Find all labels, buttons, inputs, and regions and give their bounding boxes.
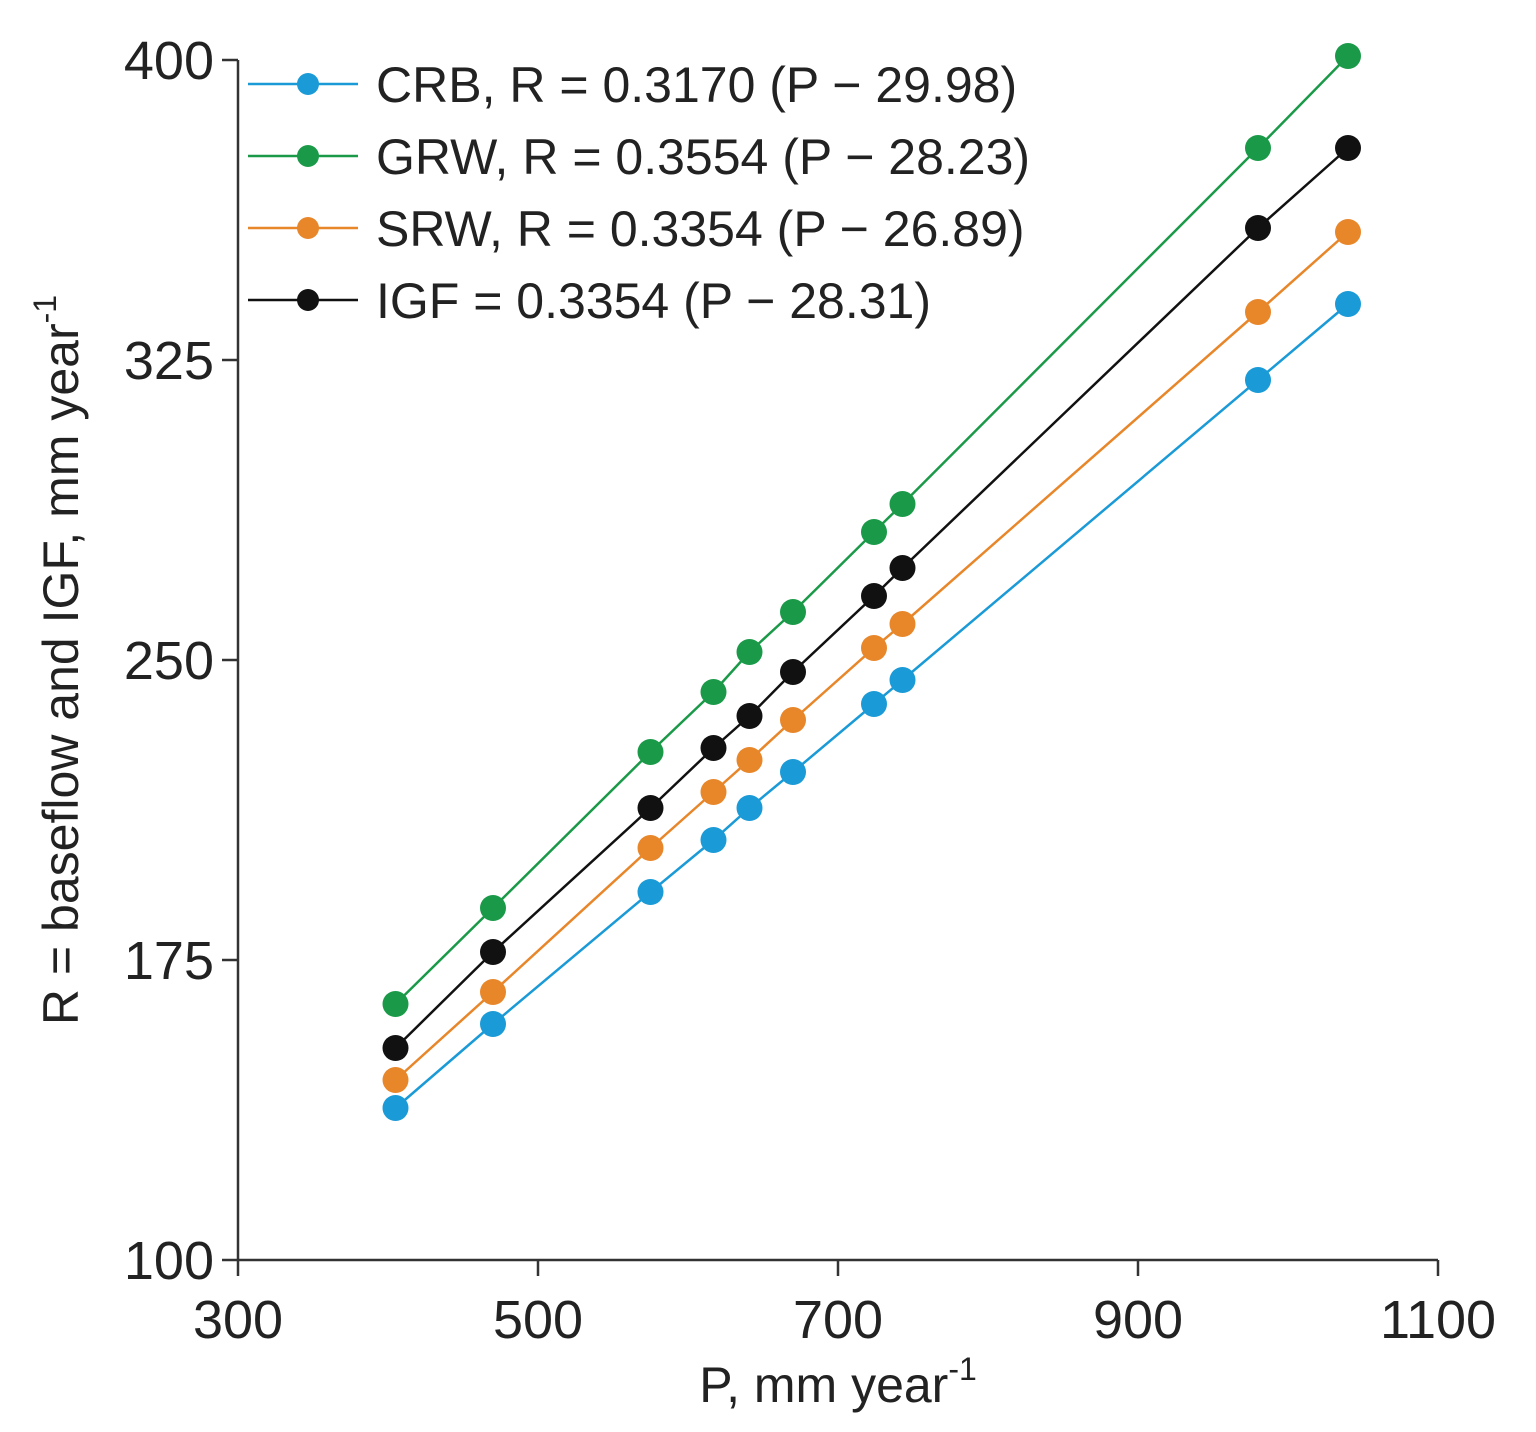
data-point-s2-3 — [700, 779, 727, 805]
data-point-s2-1 — [480, 979, 506, 1005]
y-tick-label-2: 250 — [124, 631, 214, 691]
data-point-s3-5 — [780, 659, 806, 685]
data-point-s2-4 — [736, 747, 763, 773]
legend-marker-3 — [297, 289, 319, 311]
legend-label-2: SRW, R = 0.3354 (P − 26.89) — [376, 201, 1025, 257]
series-line-2 — [394, 231, 1349, 1081]
y-axis-label-superscript: -1 — [27, 295, 63, 323]
data-point-s0-8 — [1245, 367, 1271, 393]
data-point-s2-5 — [780, 707, 806, 733]
data-point-s0-9 — [1335, 291, 1361, 317]
data-point-s1-5 — [780, 599, 806, 625]
y-tick-label-4: 400 — [124, 31, 214, 91]
data-point-s3-7 — [889, 555, 916, 581]
data-point-s0-4 — [736, 795, 763, 821]
data-point-s1-7 — [889, 491, 916, 517]
data-point-s1-4 — [736, 639, 763, 665]
data-point-s3-9 — [1335, 135, 1361, 161]
data-point-s0-0 — [382, 1095, 409, 1121]
legend-label-1: GRW, R = 0.3554 (P − 28.23) — [376, 129, 1030, 185]
y-tick-label-1: 175 — [124, 931, 214, 991]
data-point-s2-2 — [637, 835, 664, 861]
data-point-s1-1 — [480, 895, 506, 921]
legend-label-3: IGF = 0.3354 (P − 28.31) — [376, 273, 931, 329]
x-tick-label-2: 700 — [793, 1290, 883, 1350]
y-tick-label-3: 325 — [124, 331, 214, 391]
y-axis-label-text: R = baseflow and IGF, mm year — [33, 323, 89, 1025]
data-point-s1-6 — [861, 519, 887, 545]
data-point-s2-7 — [889, 611, 916, 637]
x-tick-label-1: 500 — [493, 1290, 583, 1350]
data-point-s3-0 — [382, 1035, 409, 1061]
x-axis-label-text: P, mm year — [699, 1357, 948, 1413]
data-point-s3-6 — [861, 583, 887, 609]
data-point-s3-4 — [736, 703, 763, 729]
x-tick-label-4: 1100 — [1380, 1290, 1496, 1350]
data-point-s0-2 — [637, 879, 664, 905]
data-point-s3-2 — [637, 795, 664, 821]
data-point-s1-3 — [700, 679, 727, 705]
data-point-s0-5 — [780, 759, 806, 785]
data-point-s1-9 — [1335, 43, 1361, 69]
data-point-s0-1 — [480, 1011, 506, 1037]
series-line-3 — [394, 147, 1349, 1049]
data-point-s1-8 — [1245, 135, 1271, 161]
series-points — [382, 43, 1361, 1121]
legend-label-0: CRB, R = 0.3170 (P − 29.98) — [376, 57, 1017, 113]
data-point-s0-3 — [700, 827, 727, 853]
data-point-s2-0 — [382, 1067, 409, 1093]
data-point-s2-9 — [1335, 219, 1361, 245]
data-point-s1-0 — [382, 991, 409, 1017]
ticks: 300 500 700 900 1100 100 175 250 325 400 — [124, 31, 1496, 1350]
series-line-1 — [394, 55, 1349, 1005]
legend-marker-2 — [297, 217, 319, 239]
data-point-s0-6 — [861, 691, 887, 717]
series-lines — [394, 55, 1349, 1109]
data-point-s0-7 — [889, 667, 916, 693]
data-point-s2-8 — [1245, 299, 1271, 325]
data-point-s3-8 — [1245, 215, 1271, 241]
series-line-0 — [394, 303, 1349, 1109]
legend-marker-0 — [297, 73, 319, 95]
x-axis-label: P, mm year-1 — [699, 1351, 977, 1413]
x-axis-label-superscript: -1 — [948, 1351, 976, 1387]
legend-marker-1 — [297, 145, 319, 167]
x-tick-label-0: 300 — [193, 1290, 283, 1350]
x-tick-label-3: 900 — [1093, 1290, 1183, 1350]
data-point-s3-3 — [700, 735, 727, 761]
y-tick-label-0: 100 — [124, 1231, 214, 1291]
data-point-s2-6 — [861, 635, 887, 661]
y-axis-label: R = baseflow and IGF, mm year-1 — [27, 295, 89, 1025]
data-point-s1-2 — [637, 739, 664, 765]
data-point-s3-1 — [480, 939, 506, 965]
legend: CRB, R = 0.3170 (P − 29.98) GRW, R = 0.35… — [248, 57, 1030, 329]
